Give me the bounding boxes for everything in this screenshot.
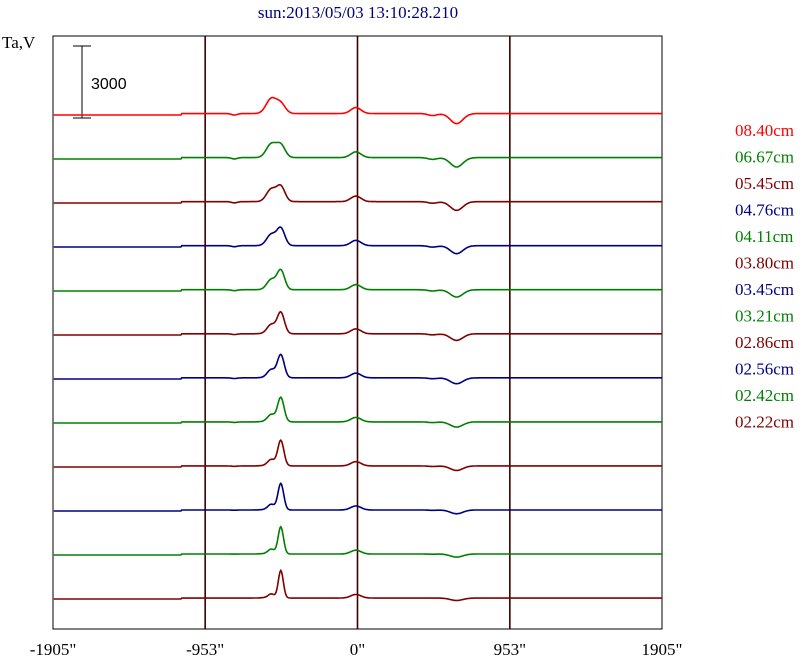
y-axis-label: Ta,V (2, 33, 36, 52)
series-line (53, 525, 662, 558)
series-line (53, 226, 662, 255)
legend-entry: 08.40cm (735, 121, 794, 140)
series-line (53, 353, 662, 385)
series-line (53, 184, 662, 212)
legend-entry: 03.45cm (735, 280, 794, 299)
series-line (53, 268, 662, 298)
legend-entry: 02.22cm (735, 413, 794, 432)
series-line (53, 141, 662, 168)
series-line (53, 96, 662, 125)
x-tick-label: 0" (350, 640, 365, 659)
legend-entry: 06.67cm (735, 148, 794, 167)
legend-entry: 02.86cm (735, 333, 794, 352)
x-tick-label: 953" (494, 640, 526, 659)
x-tick-labels: -1905" -953" 0" 953" 1905" (30, 640, 683, 659)
series-group (53, 96, 662, 602)
chart-title: sun:2013/05/03 13:10:28.210 (258, 3, 458, 22)
series-line (53, 439, 662, 472)
scale-bar: 3000 (73, 45, 127, 119)
x-tick-label: -953" (186, 640, 224, 659)
x-tick-label: -1905" (30, 640, 77, 659)
legend-entry: 02.42cm (735, 386, 794, 405)
legend: 08.40cm 06.67cm 05.45cm 04.76cm 04.11cm 03.80… (735, 121, 794, 432)
series-line (53, 482, 662, 515)
series-line (53, 568, 662, 602)
legend-entry: 03.80cm (735, 254, 794, 273)
series-line (53, 396, 662, 428)
legend-entry: 04.76cm (735, 201, 794, 220)
series-line (53, 310, 662, 342)
legend-entry: 02.56cm (735, 360, 794, 379)
vertical-lines (204, 36, 511, 629)
scale-bar-label: 3000 (91, 76, 127, 93)
legend-entry: 05.45cm (735, 174, 794, 193)
x-tick-label: 1905" (642, 640, 683, 659)
legend-entry: 03.21cm (735, 307, 794, 326)
legend-entry: 04.11cm (735, 227, 793, 246)
